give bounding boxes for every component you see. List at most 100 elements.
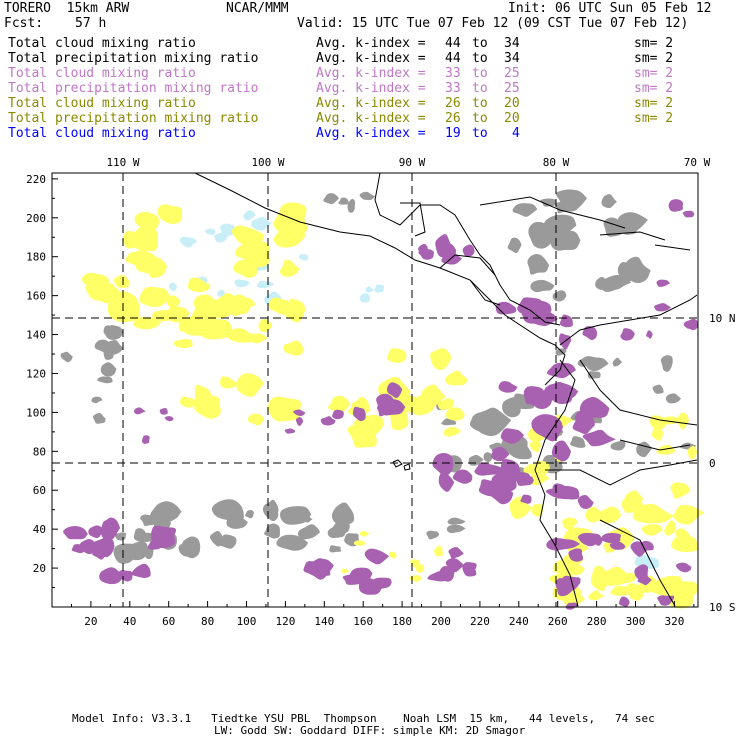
moisture-yellow-area [157,204,183,224]
moisture-yellow-area [523,463,538,474]
moisture-grey-area [186,541,199,557]
moisture-grey-area [622,256,651,284]
moisture-purple-area [445,558,465,573]
legend-index-label: Avg. k-index = [316,111,426,126]
moisture-yellow-area [656,444,677,455]
cloud-ice-area [234,279,250,288]
legend-field-name: Total precipitation mixing ratio [8,111,259,126]
moisture-purple-area [462,562,477,577]
moisture-purple-area [438,472,455,492]
moisture-purple-area [342,574,362,585]
moisture-grey-area [331,502,355,526]
moisture-grey-area [276,534,309,551]
x-tick-label: 320 [664,615,684,628]
moisture-purple-area [654,303,672,312]
cloud-ice-area [217,289,225,297]
moisture-grey-area [530,279,555,293]
longitude-label: 80 W [543,156,570,169]
moisture-grey-area [426,530,440,540]
coastline-borders [194,172,698,607]
moisture-yellow-area [352,415,378,442]
moisture-yellow-area [625,583,644,601]
moisture-grey-area [329,545,342,553]
legend-smoothing: sm= 2 [634,81,674,96]
legend-index-to-word: to [472,81,488,96]
moisture-purple-area [500,428,525,444]
moisture-purple-area [141,435,150,444]
moisture-purple-area [579,397,610,419]
country-border [579,359,698,426]
moisture-purple-area [640,540,654,551]
legend-field-name: Total cloud mixing ratio [8,66,196,81]
legend-index-to-word: to [472,111,488,126]
legend-index-from: 26 [445,111,461,126]
moisture-purple-area [489,482,514,505]
moisture-purple-area [448,547,464,559]
moisture-yellow-area [220,376,238,389]
moisture-yellow-area [132,226,158,252]
moisture-purple-area [546,362,576,379]
legend-index-from: 26 [445,96,461,111]
moisture-yellow-area [139,286,171,308]
cloud-ice-area [634,554,653,568]
legend-index-label: Avg. k-index = [316,66,426,81]
moisture-yellow-area [529,438,541,453]
moisture-yellow-area [437,398,454,410]
moisture-purple-area [88,525,103,539]
moisture-grey-area [347,198,356,213]
moisture-purple-area [601,533,622,544]
moisture-purple-area [572,417,595,435]
island-coastline [479,196,626,229]
cloud-ice-area [168,282,178,292]
moisture-yellow-area [664,520,677,536]
moisture-yellow-area [283,340,305,356]
moisture-purple-area [500,459,521,477]
moisture-purple-area [491,447,505,457]
country-border [619,439,691,451]
x-tick-label: 20 [84,615,97,628]
moisture-grey-area [150,501,182,523]
moisture-yellow-area [113,274,130,288]
legend-index-to: 34 [504,51,520,66]
moisture-grey-area [527,254,550,275]
moisture-purple-area [462,244,475,257]
moisture-purple-area [582,429,616,447]
legend-smoothing: sm= 2 [634,111,674,126]
moisture-grey-area [652,384,664,394]
model-info-line1: Model Info: V3.3.1 Tiedtke YSU PBL Thomp… [72,712,655,725]
x-tick-label: 300 [626,615,646,628]
south-america-north-coast [559,294,698,346]
moisture-yellow-area [353,540,366,546]
moisture-yellow-area [445,370,468,386]
moisture-grey-area [91,396,103,404]
moisture-purple-area [582,326,597,341]
legend-smoothing: sm= 2 [634,36,674,51]
model-title: TORERO 15km ARW [4,1,130,16]
moisture-grey-area [94,339,112,353]
moisture-yellow-area [673,504,705,525]
moisture-yellow-area [199,318,233,340]
y-tick-label: 80 [33,445,46,458]
cloud-ice-area [365,286,375,293]
galapagos-islands [392,459,403,468]
moisture-purple-area [116,570,133,582]
moisture-yellow-area [284,298,306,323]
longitude-label: 100 W [251,156,284,169]
moisture-yellow-area [125,250,157,267]
cloud-ice-area [256,280,275,289]
legend-index-from: 33 [445,66,461,81]
moisture-yellow-area [588,590,605,601]
moisture-grey-area [60,351,73,363]
moisture-purple-area [440,244,457,255]
moisture-purple-area [577,533,602,547]
moisture-purple-area [546,538,581,551]
moisture-grey-area [100,362,117,377]
moisture-purple-area [320,416,336,426]
x-tick-label: 140 [314,615,334,628]
moisture-grey-area [665,393,681,404]
moisture-purple-area [386,382,403,399]
moisture-purple-area [92,544,106,560]
moisture-purple-area [71,544,87,554]
moisture-purple-area [568,548,584,562]
x-tick-label: 80 [201,615,214,628]
